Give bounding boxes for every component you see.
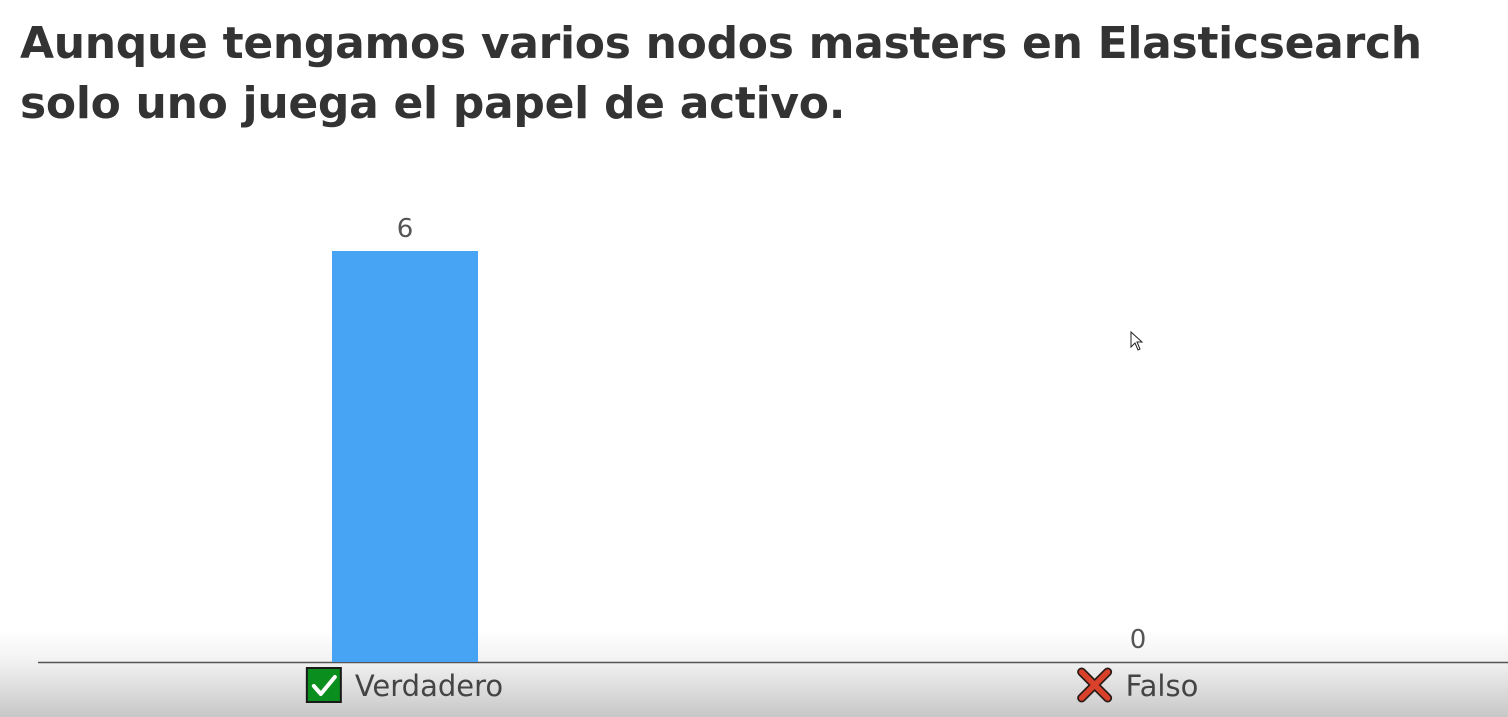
cross-icon [1077,667,1113,703]
value-label-verdadero: 6 [397,214,414,244]
category-falso: Falso [1077,667,1199,703]
bar-verdadero [332,251,478,662]
question-title: Aunque tengamos varios nodos masters en … [20,18,1422,129]
labels-layer: 6 Verdadero 0 Falso [305,214,1199,703]
mouse-cursor-icon [1130,330,1144,351]
value-label-falso: 0 [1130,625,1147,655]
category-verdadero: Verdadero [305,667,503,703]
check-icon [305,667,342,703]
bars-layer [332,251,478,662]
category-label-verdadero: Verdadero [355,669,503,703]
category-label-falso: Falso [1126,669,1199,703]
